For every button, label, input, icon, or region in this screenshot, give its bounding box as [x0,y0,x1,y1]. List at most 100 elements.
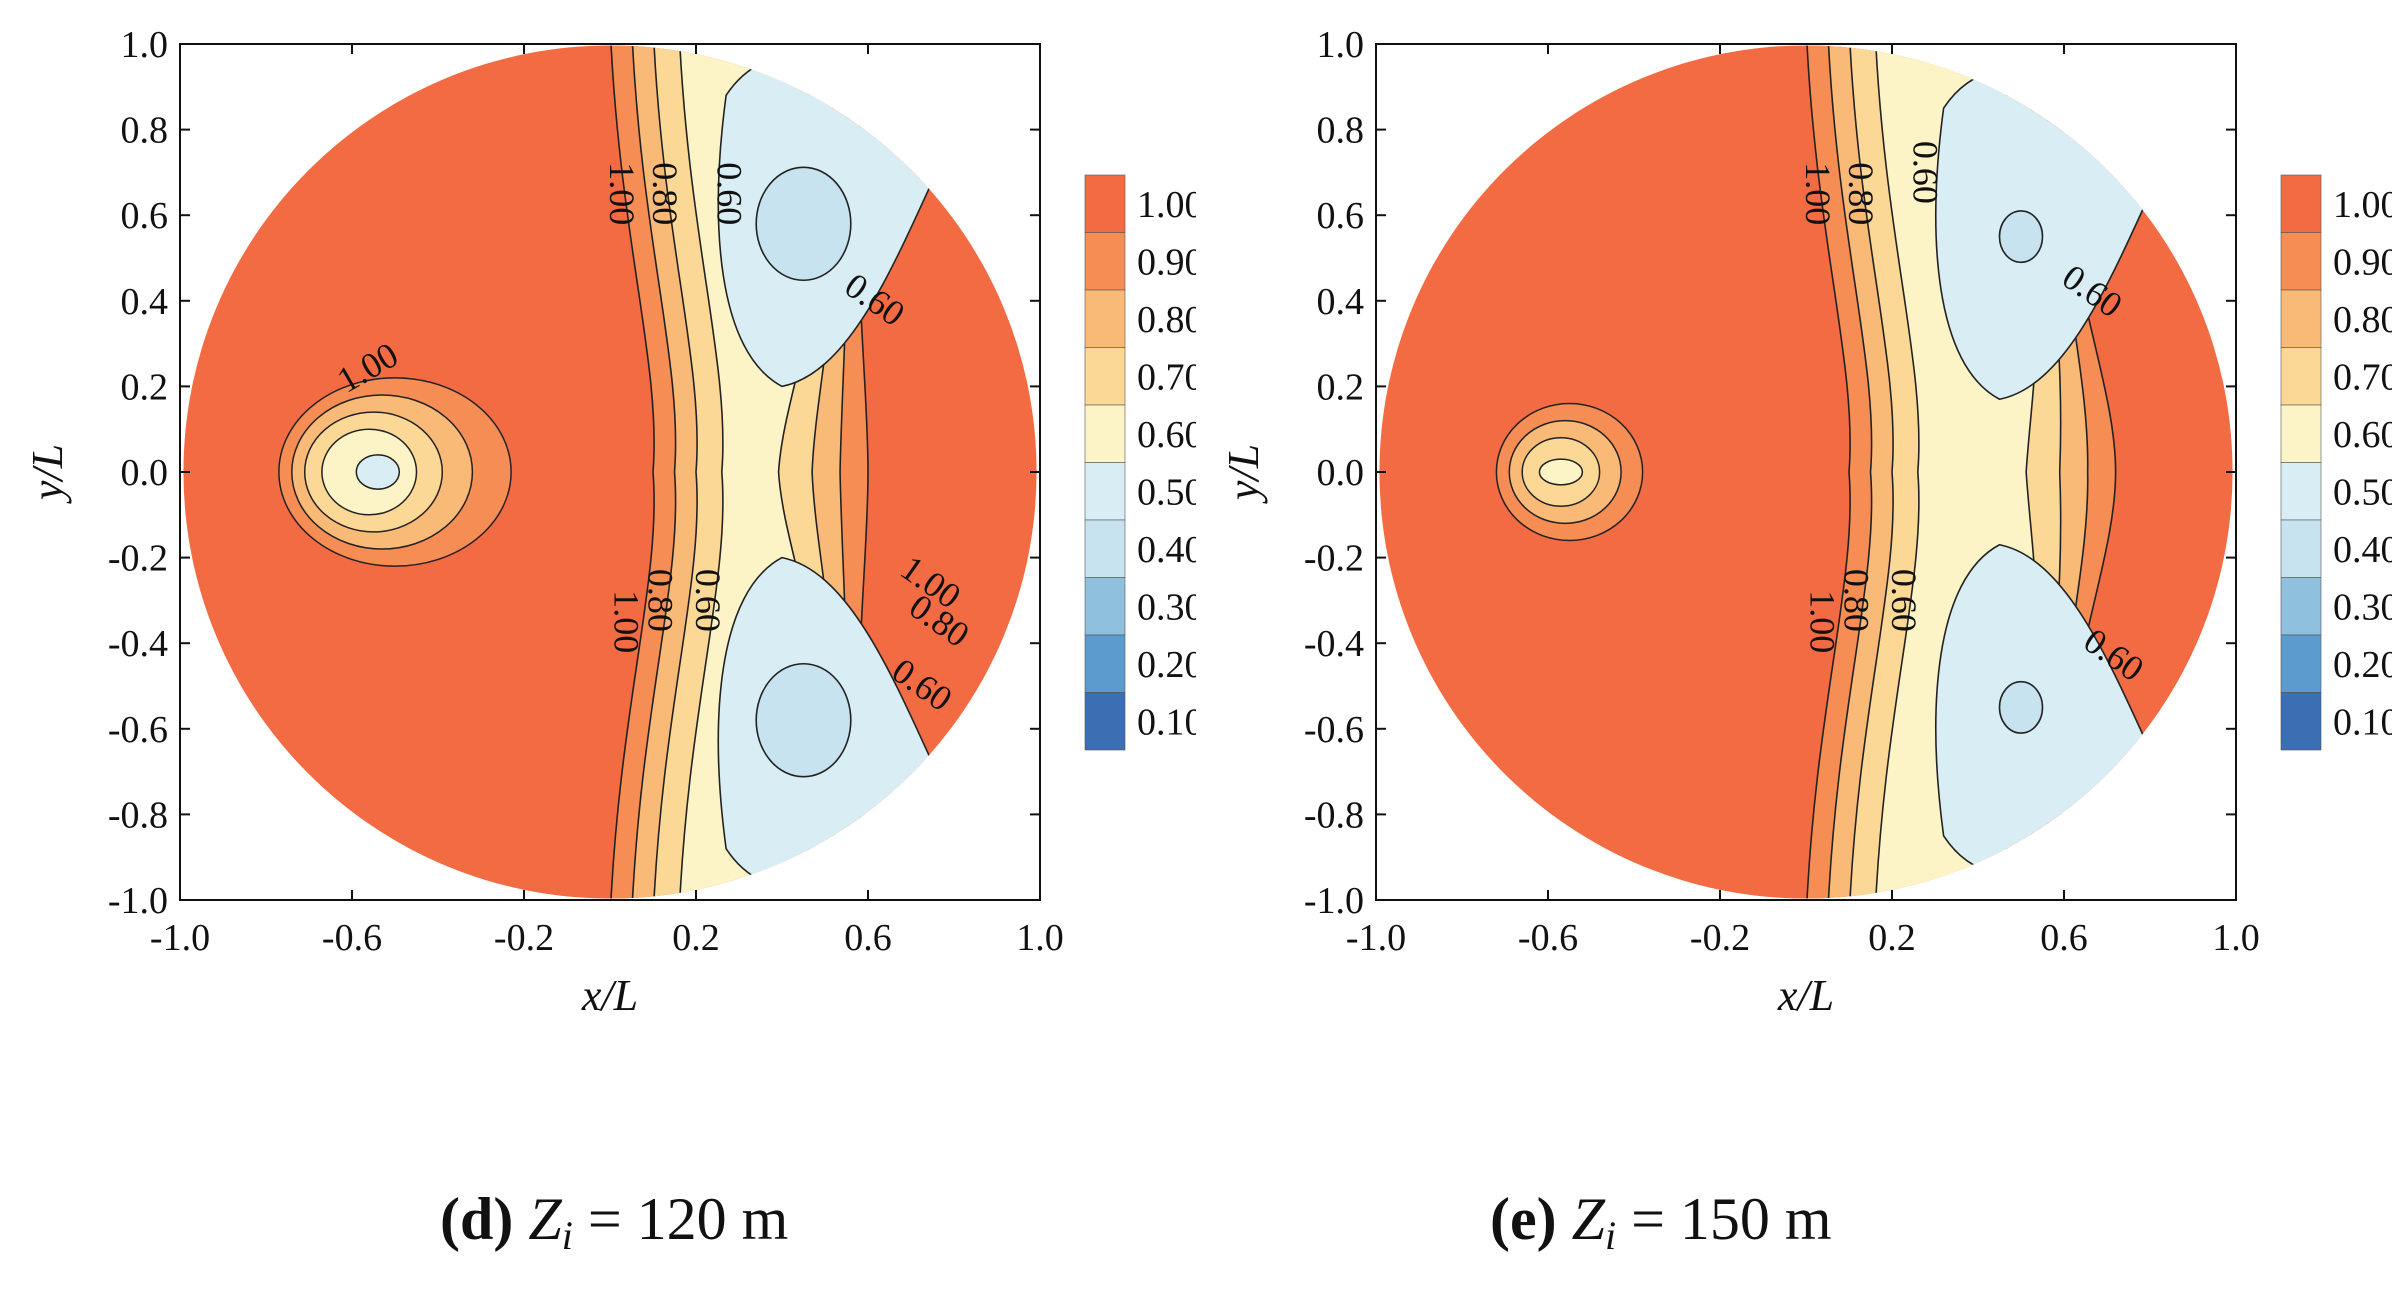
caption-var: Z [528,1186,562,1252]
contour-label: 1.00 [602,162,642,225]
contour-label: 0.80 [1841,162,1881,225]
caption-value: = 150 m [1631,1186,1832,1252]
caption-letter: (e) [1490,1186,1557,1252]
contour-label: 1.00 [1798,162,1838,225]
colorbar-swatch-0.60 [1084,404,1126,463]
contour-label: 1.00 [1802,590,1842,653]
y-tick-label: 0.2 [121,366,169,408]
contour-label: 0.60 [1884,569,1924,632]
x-tick-label: 1.0 [1016,917,1064,959]
caption-sub: i [561,1213,573,1258]
contour-fill-group [1379,45,2233,899]
y-tick-label: -1.0 [108,880,168,922]
y-tick-label: 0.4 [1317,281,1365,323]
colorbar-label: 1.00 [1137,184,1196,226]
contour-label: 0.60 [710,162,750,225]
colorbar-swatch-0.70 [1084,347,1126,406]
contour-label: 1.00 [606,590,646,653]
colorbar-swatch-1.00 [1084,174,1126,233]
y-tick-label: -0.6 [1304,709,1364,751]
y-axis-label: y/L [23,444,72,504]
contour-lobe-0.40 [1998,680,2044,734]
y-tick-label: 1.0 [121,24,169,66]
colorbar-swatch-0.60 [2280,404,2322,463]
colorbar-swatch-0.40 [2280,519,2322,578]
colorbar-label: 0.90 [1137,241,1196,283]
y-tick-label: -0.8 [1304,794,1364,836]
contour-lobe-0.40 [1998,210,2044,264]
contour-ring-0.60 [1538,458,1584,486]
colorbar-label: 0.30 [1137,586,1196,628]
colorbar-label: 1.00 [2333,184,2392,226]
x-tick-label: 1.0 [2212,917,2260,959]
contour-ring-0.50 [355,454,401,490]
colorbar-swatch-0.10 [2280,692,2322,751]
y-tick-label: -0.2 [108,538,168,580]
y-tick-label: 1.0 [1317,24,1365,66]
x-tick-label: 0.2 [1868,917,1916,959]
colorbar-swatch-0.20 [2280,634,2322,693]
colorbar-swatch-0.90 [1084,232,1126,291]
colorbar-swatch-1.00 [2280,174,2322,233]
contour-label: 0.80 [645,162,685,225]
contour-lobe-0.40 [755,662,852,778]
contour-lobe-0.40 [755,166,852,282]
colorbar-label: 0.40 [1137,529,1196,571]
colorbar-swatch-0.30 [2280,577,2322,636]
y-tick-label: 0.0 [121,452,169,494]
colorbar-label: 0.50 [2333,471,2392,513]
colorbar-swatch-0.90 [2280,232,2322,291]
contour-label: 0.80 [1837,569,1877,632]
contour-label: 0.80 [641,569,681,632]
caption-letter: (d) [440,1186,514,1252]
colorbar-label: 0.90 [2333,241,2392,283]
contour-label: 0.60 [1906,141,1946,204]
y-tick-label: 0.4 [121,281,169,323]
y-tick-label: 0.2 [1317,366,1365,408]
colorbar-swatch-0.80 [1084,289,1126,348]
y-tick-label: 0.6 [121,195,169,237]
caption-value: = 120 m [587,1186,789,1252]
colorbar-label: 0.10 [1137,701,1196,743]
x-axis-label: x/L [581,971,638,1020]
colorbar-swatch-0.70 [2280,347,2322,406]
y-tick-label: 0.0 [1317,452,1365,494]
caption-sub: i [1604,1213,1617,1258]
x-tick-label: 0.6 [844,917,892,959]
colorbar-label: 0.70 [2333,356,2392,398]
caption-e: (e) Zi = 150 m [1490,1185,1832,1259]
contour-panel-d: -1.0 -0.6 -0.2 0.2 0.6 1.0 1.0 0.8 0.6 0.4 0.2 0.0 -… [23,24,1196,1020]
colorbar-label: 0.60 [1137,414,1196,456]
y-axis-label: y/L [1219,444,1268,504]
y-tick-label: 0.6 [1317,195,1365,237]
colorbar-label: 0.50 [1137,471,1196,513]
x-tick-label: 0.2 [672,917,720,959]
colorbar-swatch-0.40 [1084,519,1126,578]
caption-var: Z [1571,1186,1605,1252]
colorbar-label: 0.60 [2333,414,2392,456]
colorbar-swatch-0.30 [1084,577,1126,636]
x-tick-label: -0.6 [322,917,382,959]
colorbar-label: 0.80 [2333,299,2392,341]
colorbar-label: 0.80 [1137,299,1196,341]
x-tick-label: -1.0 [150,917,210,959]
y-tick-label: -0.8 [108,794,168,836]
x-tick-label: -0.6 [1518,917,1578,959]
x-tick-label: 0.6 [2040,917,2088,959]
x-tick-label: -0.2 [1690,917,1750,959]
colorbar-label: 0.70 [1137,356,1196,398]
y-tick-label: 0.8 [121,110,169,152]
y-tick-label: -1.0 [1304,880,1364,922]
y-tick-label: -0.4 [108,623,168,665]
colorbar-label: 0.40 [2333,529,2392,571]
colorbar-label: 0.10 [2333,701,2392,743]
colorbar-label: 0.20 [2333,644,2392,686]
colorbar-label: 0.30 [2333,586,2392,628]
colorbar-swatch-0.50 [2280,462,2322,521]
contour-label: 0.60 [688,569,728,632]
colorbar-swatch-0.80 [2280,289,2322,348]
y-tick-label: -0.2 [1304,538,1364,580]
colorbar-swatch-0.10 [1084,692,1126,751]
colorbar-swatch-0.50 [1084,462,1126,521]
